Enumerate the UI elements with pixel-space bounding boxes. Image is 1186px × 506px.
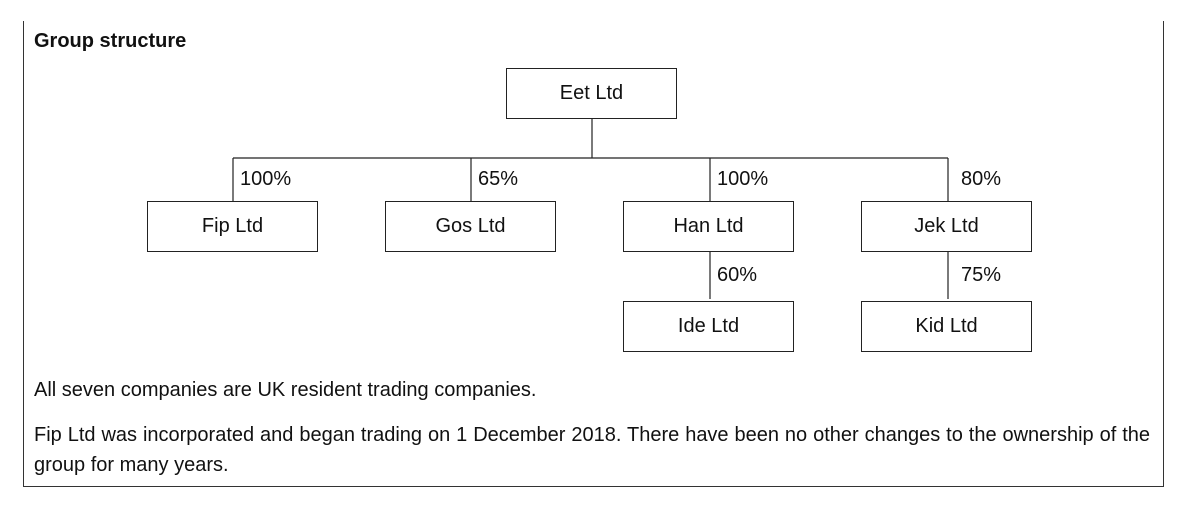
holding-kid: 75% — [961, 264, 1002, 286]
holding-han: 100% — [717, 168, 769, 190]
company-kid: Kid Ltd — [861, 301, 1032, 352]
company-ide: Ide Ltd — [623, 301, 794, 352]
note-2: Fip Ltd was incorporated and began tradi… — [34, 424, 1150, 476]
frame — [23, 21, 1164, 487]
company-gos: Gos Ltd — [385, 201, 556, 252]
company-fip: Fip Ltd — [147, 201, 318, 252]
company-han: Han Ltd — [623, 201, 794, 252]
company-eet: Eet Ltd — [506, 68, 677, 119]
company-jek: Jek Ltd — [861, 201, 1032, 252]
note-1: All seven companies are UK resident trad… — [34, 379, 537, 401]
holding-gos: 65% — [478, 168, 519, 190]
holding-jek: 80% — [961, 168, 1002, 190]
holding-fip: 100% — [240, 168, 292, 190]
diagram-title: Group structure — [34, 30, 187, 52]
holding-ide: 60% — [717, 264, 758, 286]
